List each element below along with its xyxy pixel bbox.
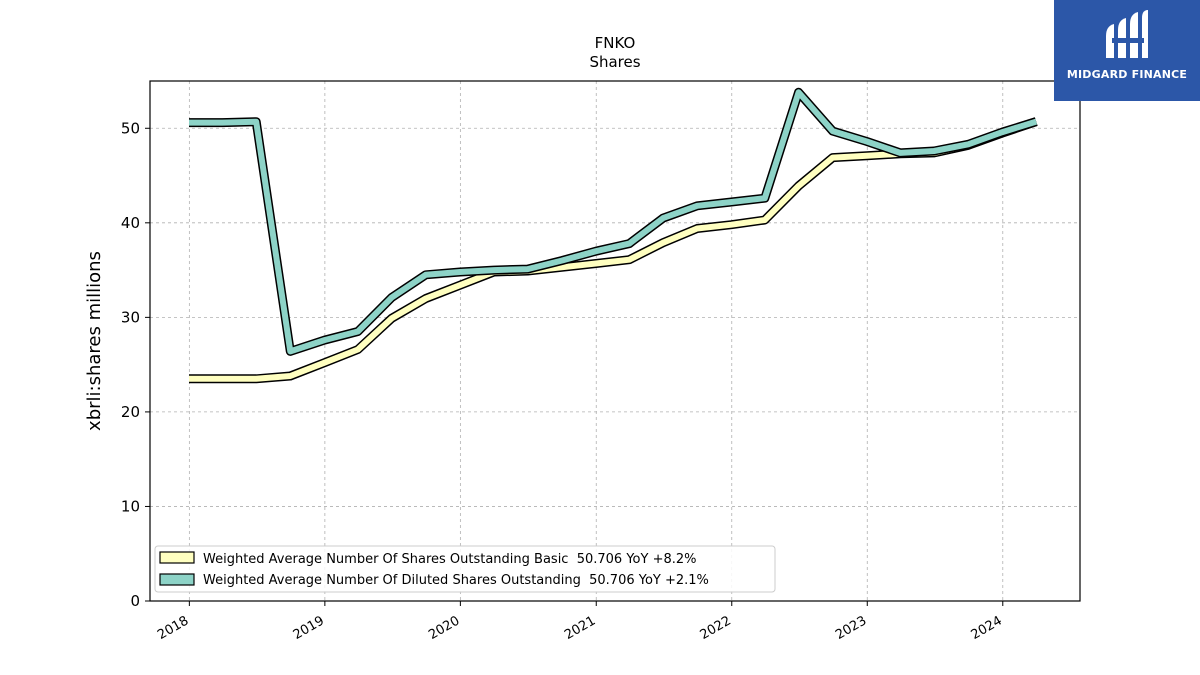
x-tick-label: 2020 (426, 613, 462, 643)
legend-swatch-basic (159, 551, 195, 564)
brand-name: MIDGARD FINANCE (1066, 68, 1188, 81)
x-tick-label: 2019 (291, 613, 327, 643)
y-tick-label: 0 (130, 592, 140, 610)
brand-logo: MIDGARD FINANCE (1054, 0, 1200, 101)
chart-title: FNKO (595, 34, 636, 52)
y-tick-label: 50 (121, 119, 140, 137)
series-line-outline-1 (189, 87, 1038, 356)
legend-swatch-diluted (159, 573, 195, 586)
x-tick-label: 2022 (698, 613, 734, 643)
series-line-1 (189, 89, 1038, 355)
x-tick-label: 2024 (969, 613, 1005, 643)
y-tick-label: 20 (121, 403, 140, 421)
chart-subtitle: Shares (589, 53, 640, 71)
x-axis: 2018 2019 2020 2021 2022 2023 2024 (155, 601, 1005, 643)
y-axis: 0 10 20 30 40 50 (121, 119, 150, 610)
midgard-logo-icon (1106, 10, 1148, 58)
x-tick-label: 2018 (155, 613, 191, 643)
legend: Weighted Average Number Of Shares Outsta… (154, 545, 776, 593)
y-tick-label: 30 (121, 308, 140, 326)
x-tick-label: 2021 (562, 613, 598, 643)
legend-box (154, 545, 776, 593)
series-layer (189, 87, 1038, 384)
x-tick-label: 2023 (833, 613, 869, 643)
plot-frame (149, 80, 1081, 602)
legend-label-basic: Weighted Average Number Of Shares Outsta… (203, 552, 697, 567)
y-axis-label: xbrli:shares millions (84, 251, 105, 431)
legend-label-diluted: Weighted Average Number Of Diluted Share… (203, 573, 709, 588)
y-tick-label: 40 (121, 214, 140, 232)
y-tick-label: 10 (121, 497, 140, 515)
